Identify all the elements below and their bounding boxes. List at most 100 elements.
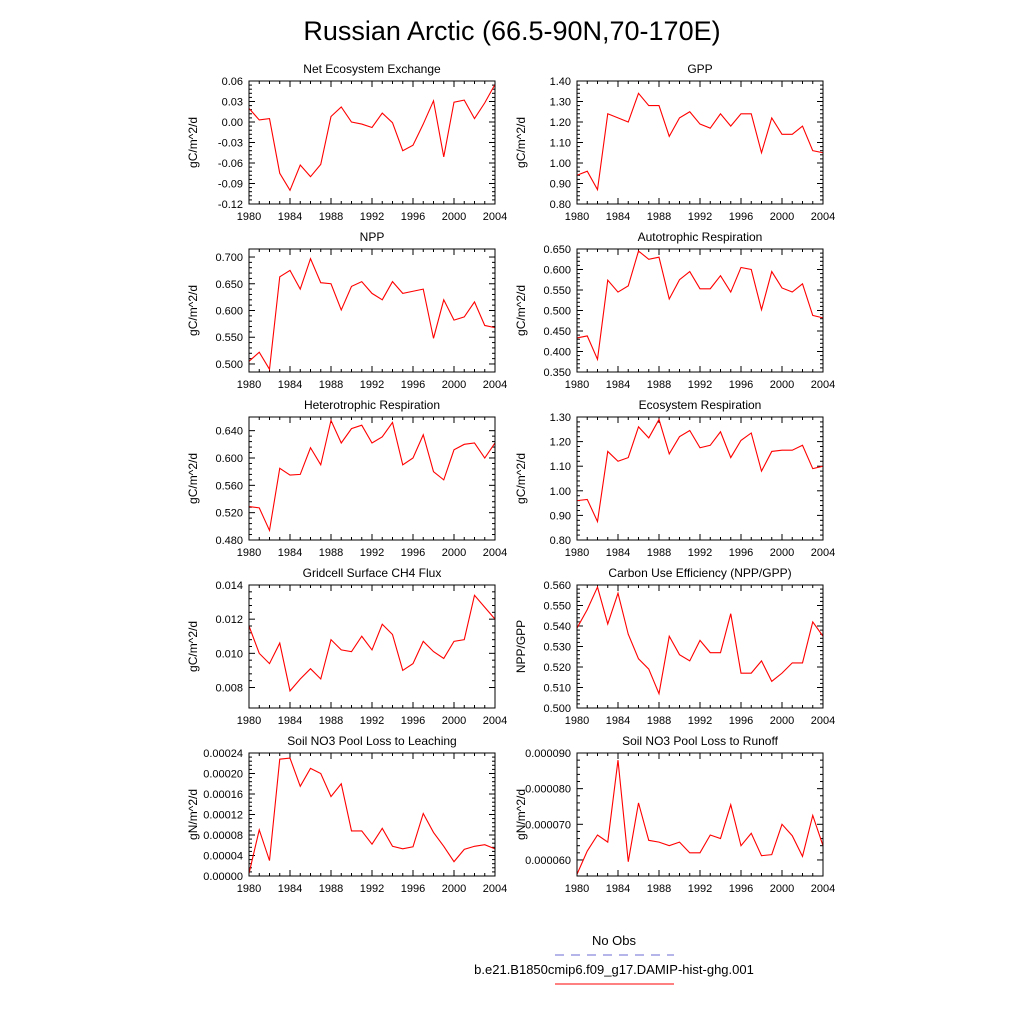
x-tick-label: 1988 — [319, 547, 343, 559]
data-point — [361, 281, 362, 282]
series-line — [248, 257, 496, 372]
y-tick-label: 0.80 — [550, 535, 571, 547]
data-point — [423, 813, 424, 814]
x-tick-label: 1984 — [606, 883, 630, 895]
y-axis-label: gC/m^2/d — [186, 453, 200, 504]
data-point — [412, 457, 413, 458]
data-point — [320, 678, 321, 679]
chart-panel-4: Heterotrophic Respiration gC/m^2/d 1980 198… — [186, 398, 507, 559]
data-point — [781, 673, 782, 674]
x-tick-label: 1992 — [360, 715, 384, 727]
data-point — [730, 291, 731, 292]
data-point — [720, 652, 721, 653]
data-point — [607, 113, 608, 114]
x-tick-label: 2000 — [442, 379, 466, 391]
data-point — [679, 117, 680, 118]
plot-frame — [576, 752, 824, 877]
x-tick-label: 1992 — [360, 547, 384, 559]
x-tick-label: 1992 — [360, 379, 384, 391]
data-point — [412, 846, 413, 847]
y-axis-label: gC/m^2/d — [186, 285, 200, 336]
y-tick-label: 0.012 — [215, 614, 243, 626]
data-point — [341, 442, 342, 443]
chart-panel-9: Soil NO3 Pool Loss to Runoff gN/m^2/d 1980… — [514, 734, 835, 895]
data-point — [802, 126, 803, 127]
data-point — [740, 440, 741, 441]
x-tick-label: 1992 — [688, 715, 712, 727]
data-point — [474, 118, 475, 119]
data-point — [371, 442, 372, 443]
data-point — [371, 844, 372, 845]
data-point — [720, 113, 721, 114]
x-tick-label: 1996 — [401, 715, 425, 727]
data-point — [433, 338, 434, 339]
x-tick-label: 1996 — [729, 715, 753, 727]
chart-title: Gridcell Surface CH4 Flux — [303, 566, 442, 580]
data-point — [802, 662, 803, 663]
series-line — [248, 757, 496, 874]
data-point — [433, 471, 434, 472]
data-point — [710, 128, 711, 129]
x-tick-label: 2000 — [770, 715, 794, 727]
y-tick-label: 1.40 — [550, 76, 571, 88]
data-point — [669, 845, 670, 846]
data-point — [699, 288, 700, 289]
x-tick-label: 1992 — [688, 883, 712, 895]
data-point — [669, 636, 670, 637]
data-point — [771, 854, 772, 855]
y-tick-label: 1.20 — [550, 437, 571, 449]
data-point — [330, 283, 331, 284]
data-point — [330, 116, 331, 117]
x-tick-label: 1996 — [401, 211, 425, 223]
data-point — [310, 668, 311, 669]
x-tick-label: 2004 — [483, 211, 507, 223]
series-line — [248, 594, 496, 693]
x-tick-label: 1980 — [237, 211, 261, 223]
data-point — [279, 173, 280, 174]
data-point — [392, 846, 393, 847]
data-point — [679, 436, 680, 437]
data-point — [638, 426, 639, 427]
data-point — [771, 271, 772, 272]
x-tick-label: 2004 — [483, 883, 507, 895]
y-tick-label: 0.560 — [215, 480, 243, 492]
data-point — [289, 758, 290, 759]
x-tick-label: 2000 — [770, 379, 794, 391]
data-point — [279, 276, 280, 277]
data-point — [412, 291, 413, 292]
data-point — [751, 432, 752, 433]
y-axis-label: gN/m^2/d — [186, 789, 200, 840]
y-tick-label: 0.540 — [543, 621, 571, 633]
data-point — [259, 119, 260, 120]
data-point — [802, 283, 803, 284]
x-tick-label: 2004 — [483, 547, 507, 559]
data-point — [351, 121, 352, 122]
data-point — [289, 190, 290, 191]
data-point — [443, 479, 444, 480]
data-point — [669, 136, 670, 137]
data-point — [464, 316, 465, 317]
data-point — [792, 450, 793, 451]
chart-title: Heterotrophic Respiration — [304, 398, 440, 412]
data-point — [699, 123, 700, 124]
y-tick-label: 0.550 — [215, 332, 243, 344]
data-point — [300, 786, 301, 787]
data-point — [320, 164, 321, 165]
data-point — [300, 678, 301, 679]
data-point — [658, 842, 659, 843]
chart-title: Soil NO3 Pool Loss to Runoff — [622, 734, 779, 748]
data-point — [730, 126, 731, 127]
x-tick-label: 1988 — [647, 883, 671, 895]
data-point — [341, 309, 342, 310]
x-tick-label: 2000 — [442, 547, 466, 559]
y-tick-label: 0.450 — [543, 326, 571, 338]
y-tick-label: 1.00 — [550, 158, 571, 170]
data-point — [812, 150, 813, 151]
x-tick-label: 1992 — [360, 883, 384, 895]
y-tick-label: 0.560 — [543, 580, 571, 592]
data-point — [710, 652, 711, 653]
data-point — [402, 464, 403, 465]
data-point — [443, 846, 444, 847]
data-point — [361, 123, 362, 124]
data-point — [648, 668, 649, 669]
